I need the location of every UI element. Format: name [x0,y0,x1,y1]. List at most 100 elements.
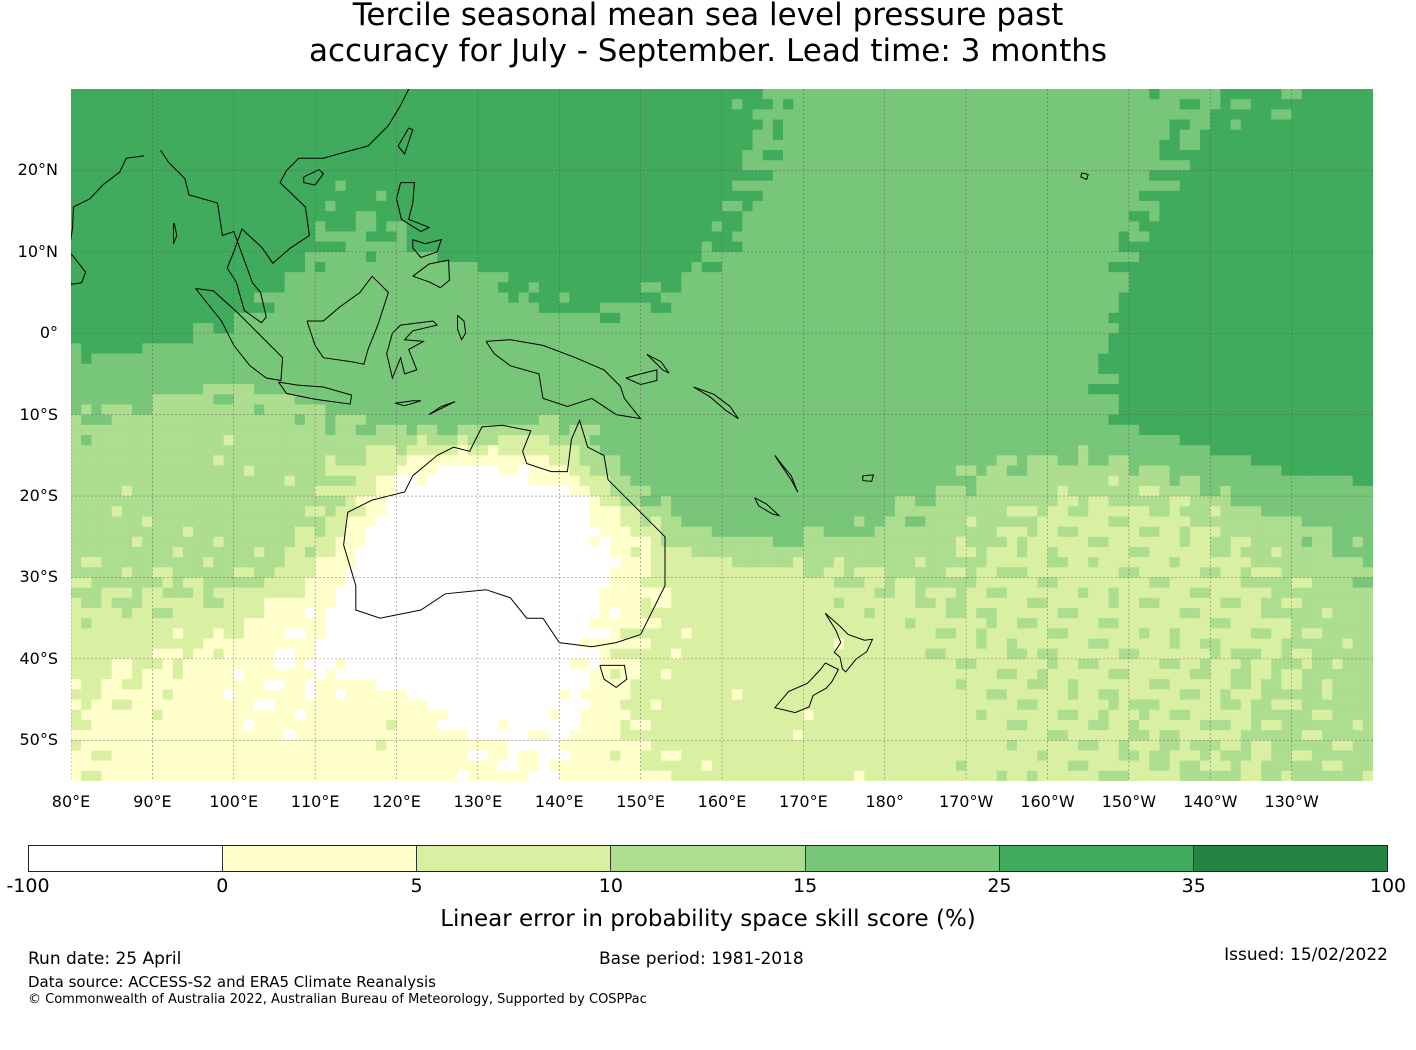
skill-cell [660,292,672,304]
skill-cell [355,139,367,151]
skill-cell [1332,455,1344,467]
skill-cell [1088,455,1099,467]
skill-cell [1108,231,1120,243]
skill-cell [1179,414,1191,426]
skill-cell [1200,394,1211,406]
skill-cell [1220,180,1232,192]
skill-cell [182,129,194,141]
skill-cell [1098,333,1110,345]
skill-cell [905,190,916,202]
skill-cell [559,414,571,426]
skill-cell [569,465,581,477]
skill-cell [477,119,489,131]
skill-cell [91,465,103,477]
skill-cell [365,424,377,436]
skill-cell [477,150,489,161]
skill-cell [549,241,560,253]
skill-cell [610,272,621,283]
skill-cell [508,384,520,395]
skill-cell [528,414,540,426]
skill-cell [620,475,632,487]
skill-cell [304,99,316,110]
skill-cell [833,302,845,314]
skill-cell [1016,384,1028,395]
skill-cell [223,302,235,314]
skill-cell [762,312,774,324]
skill-cell [121,384,133,395]
skill-cell [579,333,591,345]
skill-cell [762,99,774,110]
skill-cell [1240,221,1252,233]
skill-cell [243,251,255,263]
skill-cell [304,241,316,253]
skill-cell [1301,139,1313,151]
skill-cell [1332,251,1344,263]
skill-cell [365,231,377,243]
skill-cell [1281,180,1293,192]
skill-cell [905,272,916,283]
skill-cell [1027,251,1038,263]
skill-cell [833,394,845,406]
skill-cell [589,394,601,406]
skill-cell [172,251,184,263]
skill-cell [549,302,560,314]
skill-cell [1311,312,1323,324]
skill-cell [833,272,845,283]
skill-cell [660,394,672,406]
skill-cell [660,312,672,324]
skill-cell [1027,119,1038,131]
skill-cell [274,404,286,416]
skill-cell [1006,211,1018,222]
skill-cell [1057,119,1069,131]
skill-cell [71,282,82,294]
skill-cell [854,180,865,192]
skill-cell [335,404,347,416]
skill-cell [203,323,214,334]
skill-cell [1271,109,1283,121]
skill-cell [274,445,286,456]
skill-cell [1118,363,1130,375]
skill-cell [955,221,967,233]
skill-cell [1139,99,1150,110]
skill-cell [620,424,632,436]
skill-cell [569,455,581,467]
skill-cell [365,160,377,172]
skill-cell [996,404,1008,416]
skill-cell [732,160,743,172]
skill-cell [1078,89,1089,100]
skill-cell [559,333,571,345]
skill-cell [294,231,306,243]
skill-cell [1271,129,1283,141]
skill-cell [182,211,194,222]
skill-cell [243,455,255,467]
skill-cell [783,424,794,436]
skill-cell [660,262,672,273]
skill-cell [803,231,815,243]
skill-cell [966,272,977,283]
skill-cell [905,211,916,222]
skill-cell [742,231,754,243]
skill-cell [1139,160,1150,172]
skill-cell [1362,262,1373,273]
skill-cell [874,475,886,487]
skill-cell [345,373,357,385]
skill-cell [396,109,408,121]
skill-cell [1189,363,1201,375]
skill-cell [345,404,357,416]
skill-cell [732,384,743,395]
skill-cell [162,211,174,222]
skill-cell [1047,139,1059,151]
skill-cell [284,221,296,233]
skill-cell [315,424,326,436]
skill-cell [1098,99,1110,110]
skill-cell [416,272,428,283]
skill-cell [559,109,571,121]
skill-cell [793,170,804,182]
skill-cell [213,241,225,253]
skill-cell [996,272,1008,283]
skill-cell [1362,414,1373,426]
skill-cell [955,119,967,131]
skill-cell [1322,231,1333,243]
skill-cell [732,394,743,406]
skill-cell [325,333,337,345]
